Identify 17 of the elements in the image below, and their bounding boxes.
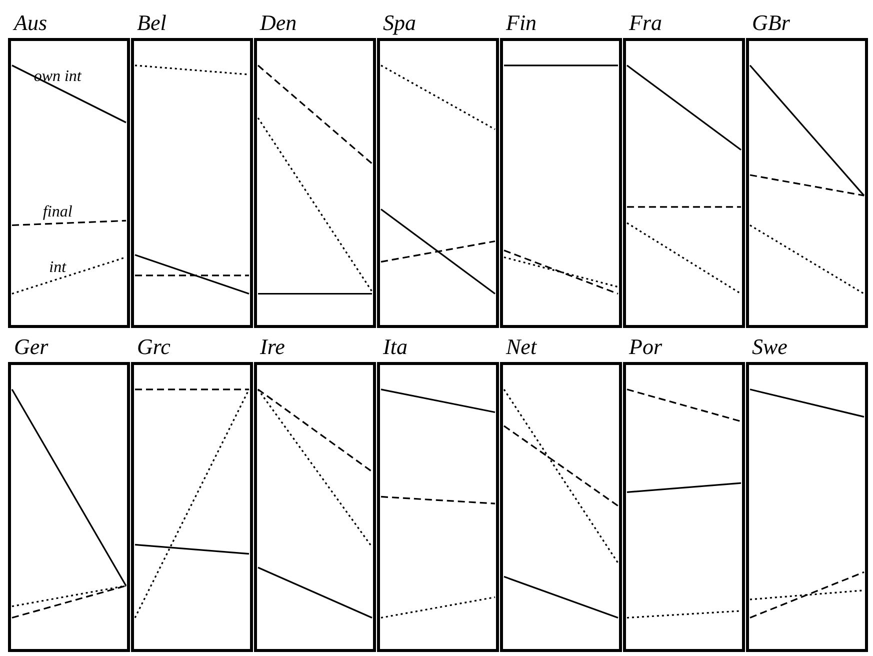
series-label: own int bbox=[34, 68, 82, 86]
chart-title: Den bbox=[258, 9, 298, 37]
chart-title: Ire bbox=[259, 333, 286, 361]
chart-title: Aus bbox=[12, 9, 48, 37]
chart-title: Ger bbox=[13, 333, 50, 361]
chart-title: Grc bbox=[136, 333, 172, 361]
chart-title: Ita bbox=[382, 333, 408, 361]
chart-title: Spa bbox=[382, 9, 417, 37]
chart-title: Por bbox=[628, 333, 663, 361]
chart-title: Swe bbox=[751, 333, 788, 361]
chart-title: Fra bbox=[628, 9, 663, 37]
chart-title: Net bbox=[504, 333, 538, 361]
chart-title: GBr bbox=[751, 9, 791, 37]
series-label: int bbox=[49, 259, 67, 276]
chart-title: Bel bbox=[136, 9, 168, 37]
chart-title: Fin bbox=[505, 9, 538, 37]
series-label: final bbox=[42, 203, 73, 220]
